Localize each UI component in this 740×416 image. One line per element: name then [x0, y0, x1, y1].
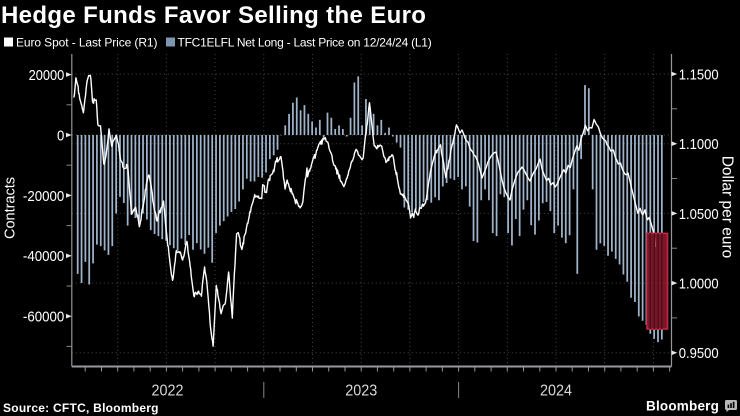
svg-text:Bloomberg: Bloomberg	[646, 399, 719, 414]
svg-text:1.0000: 1.0000	[679, 276, 719, 293]
svg-text:1.0500: 1.0500	[679, 206, 719, 223]
svg-text:Dollar per euro: Dollar per euro	[719, 156, 736, 259]
svg-text:Contracts: Contracts	[3, 177, 19, 239]
svg-text:1.1000: 1.1000	[679, 136, 719, 153]
svg-text:-40000: -40000	[23, 248, 64, 265]
svg-text:2022: 2022	[152, 383, 184, 400]
svg-text:-20000: -20000	[23, 188, 64, 205]
svg-text:-60000: -60000	[23, 309, 64, 326]
svg-text:0: 0	[57, 127, 64, 144]
svg-text:2024: 2024	[540, 383, 572, 400]
svg-text:20000: 20000	[29, 67, 65, 84]
svg-text:Source: CFTC, Bloomberg: Source: CFTC, Bloomberg	[3, 401, 159, 415]
svg-text:0.9500: 0.9500	[679, 345, 719, 362]
svg-text:1.1500: 1.1500	[679, 66, 719, 83]
svg-text:Euro Spot - Last Price (R1): Euro Spot - Last Price (R1)	[16, 35, 157, 49]
svg-text:TFC1ELFL Net Long - Last Price: TFC1ELFL Net Long - Last Price on 12/24/…	[178, 35, 432, 49]
svg-text:2023: 2023	[345, 383, 377, 400]
svg-text:Hedge Funds Favor Selling the: Hedge Funds Favor Selling the Euro	[1, 2, 426, 29]
